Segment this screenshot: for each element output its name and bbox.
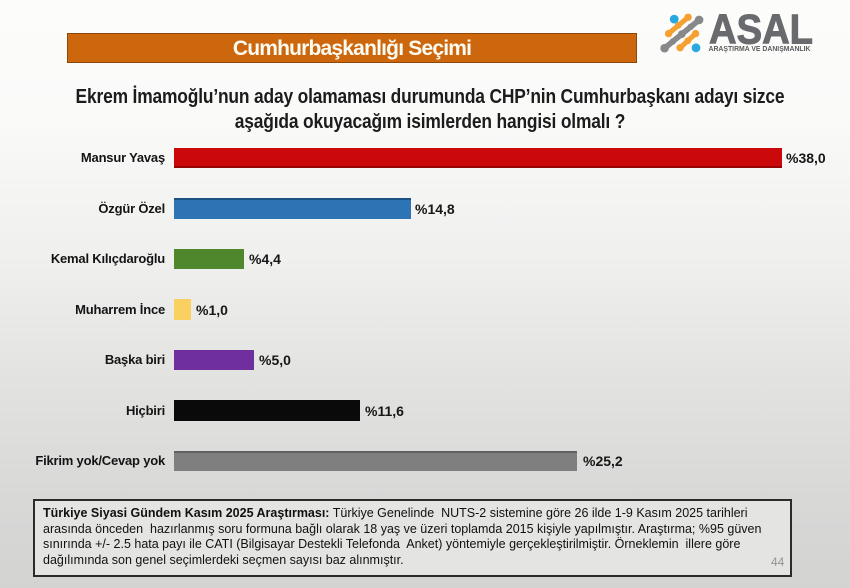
svg-text:ARAŞTIRMA VE DANIŞMANLIK: ARAŞTIRMA VE DANIŞMANLIK xyxy=(709,44,812,53)
svg-text:ASAL: ASAL xyxy=(709,8,813,53)
